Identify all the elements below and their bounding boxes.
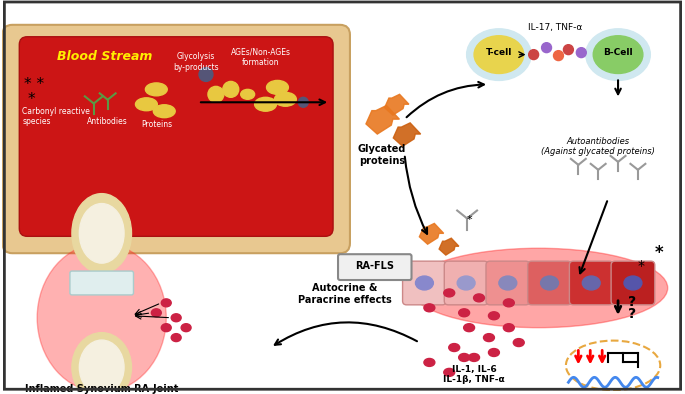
Ellipse shape (459, 309, 470, 317)
Text: RA-FLS: RA-FLS (356, 261, 395, 271)
Circle shape (576, 48, 586, 58)
Ellipse shape (79, 204, 124, 263)
Text: Glycolysis
by-products: Glycolysis by-products (173, 52, 219, 71)
Ellipse shape (424, 359, 435, 366)
Ellipse shape (513, 338, 524, 347)
Ellipse shape (466, 29, 531, 80)
Circle shape (298, 97, 308, 107)
Ellipse shape (161, 299, 171, 307)
Text: T-cell: T-cell (486, 48, 512, 57)
Ellipse shape (469, 353, 479, 361)
Ellipse shape (488, 312, 499, 320)
Circle shape (208, 86, 224, 102)
Circle shape (199, 67, 213, 82)
Text: * *: * * (24, 77, 45, 92)
FancyBboxPatch shape (445, 261, 488, 305)
Polygon shape (419, 223, 444, 244)
Text: Blood Stream: Blood Stream (57, 50, 152, 63)
Ellipse shape (593, 36, 643, 73)
Circle shape (564, 45, 573, 55)
Text: IL-1, IL-6
IL-1β, TNF-α: IL-1, IL-6 IL-1β, TNF-α (443, 365, 505, 384)
FancyBboxPatch shape (486, 261, 530, 305)
FancyBboxPatch shape (19, 37, 333, 236)
FancyBboxPatch shape (70, 271, 134, 295)
Text: Antibodies: Antibodies (87, 117, 127, 126)
Ellipse shape (136, 98, 158, 111)
Ellipse shape (444, 368, 455, 376)
Ellipse shape (151, 309, 161, 317)
Ellipse shape (72, 193, 132, 273)
Ellipse shape (410, 248, 668, 328)
Text: *: * (655, 244, 663, 262)
Ellipse shape (153, 105, 175, 118)
Circle shape (542, 43, 551, 53)
Ellipse shape (161, 324, 171, 332)
Ellipse shape (240, 89, 255, 99)
Ellipse shape (499, 276, 516, 290)
Polygon shape (393, 123, 421, 146)
Ellipse shape (484, 334, 495, 342)
Text: ?: ? (628, 295, 636, 309)
Ellipse shape (171, 334, 181, 342)
Ellipse shape (416, 276, 434, 290)
Ellipse shape (72, 333, 132, 394)
Ellipse shape (464, 324, 475, 332)
Text: Carbonyl reactive
species: Carbonyl reactive species (23, 107, 90, 126)
Text: AGEs/Non-AGEs
formation: AGEs/Non-AGEs formation (231, 47, 290, 67)
Circle shape (529, 50, 538, 59)
Ellipse shape (171, 314, 181, 322)
Ellipse shape (181, 324, 191, 332)
Ellipse shape (474, 36, 524, 73)
Ellipse shape (37, 243, 166, 392)
Ellipse shape (275, 92, 297, 106)
Text: ?: ? (628, 307, 636, 321)
Ellipse shape (582, 276, 600, 290)
Ellipse shape (488, 349, 499, 357)
Circle shape (553, 51, 564, 61)
Text: IL-17, TNF-α: IL-17, TNF-α (528, 23, 583, 32)
Ellipse shape (457, 276, 475, 290)
FancyBboxPatch shape (3, 25, 350, 253)
Text: Proteins: Proteins (141, 120, 173, 129)
Text: Inflamed Synovium RA-Joint: Inflamed Synovium RA-Joint (25, 384, 178, 394)
Polygon shape (384, 94, 409, 115)
Polygon shape (366, 106, 399, 134)
Ellipse shape (266, 80, 288, 94)
Text: Autocrine &
Paracrine effects: Autocrine & Paracrine effects (298, 283, 392, 305)
Text: B-Cell: B-Cell (603, 48, 633, 57)
Ellipse shape (145, 83, 167, 96)
Text: Autoantibodies
(Against glycated proteins): Autoantibodies (Against glycated protein… (541, 136, 655, 156)
Text: *: * (638, 259, 645, 273)
Polygon shape (439, 238, 459, 255)
Ellipse shape (503, 299, 514, 307)
Ellipse shape (424, 304, 435, 312)
FancyBboxPatch shape (527, 261, 571, 305)
Circle shape (223, 82, 239, 97)
Text: *: * (27, 92, 35, 107)
FancyBboxPatch shape (569, 261, 613, 305)
Ellipse shape (473, 294, 484, 302)
Ellipse shape (503, 324, 514, 332)
Text: *: * (467, 216, 473, 225)
Ellipse shape (444, 289, 455, 297)
Ellipse shape (586, 29, 650, 80)
Ellipse shape (79, 340, 124, 394)
FancyBboxPatch shape (338, 254, 412, 280)
Ellipse shape (540, 276, 558, 290)
Ellipse shape (449, 344, 460, 351)
Text: Glycated
proteins: Glycated proteins (358, 144, 406, 166)
FancyBboxPatch shape (611, 261, 655, 305)
Ellipse shape (624, 276, 642, 290)
Ellipse shape (459, 353, 470, 361)
FancyBboxPatch shape (403, 261, 446, 305)
Ellipse shape (255, 97, 277, 111)
